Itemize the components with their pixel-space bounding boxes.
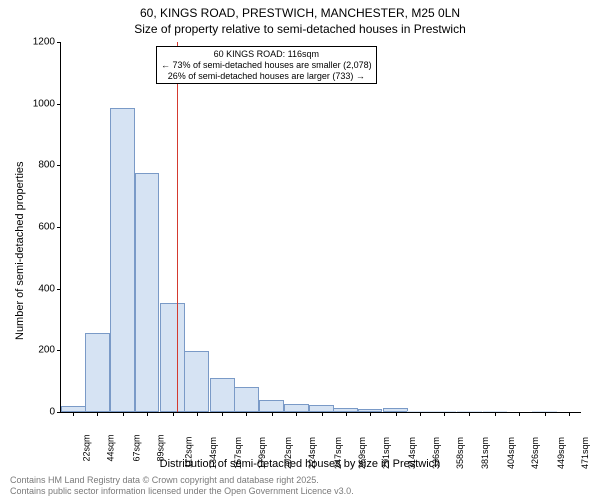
plot-area: 02004006008001000120022sqm44sqm67sqm89sq… [60,42,581,413]
x-tick-mark [173,412,174,416]
histogram-bar [184,351,209,412]
histogram-bar [160,303,185,412]
x-tick-mark [420,412,421,416]
x-tick-mark [272,412,273,416]
annotation-line-1: 60 KINGS ROAD: 116sqm [161,49,372,60]
x-tick-mark [444,412,445,416]
chart-container: 60, KINGS ROAD, PRESTWICH, MANCHESTER, M… [0,0,600,500]
x-tick-mark [469,412,470,416]
y-tick-mark [57,412,61,413]
x-tick-mark [370,412,371,416]
x-tick-mark [147,412,148,416]
y-axis-label: Number of semi-detached properties [14,161,26,340]
chart-title-main: 60, KINGS ROAD, PRESTWICH, MANCHESTER, M… [0,6,600,20]
y-tick-mark [57,104,61,105]
chart-title-sub: Size of property relative to semi-detach… [0,22,600,36]
footer-line-2: Contains public sector information licen… [10,486,354,497]
histogram-bar [259,400,284,412]
x-tick-mark [73,412,74,416]
x-tick-mark [346,412,347,416]
x-tick-mark [545,412,546,416]
x-tick-mark [519,412,520,416]
histogram-bar [210,378,235,412]
x-tick-mark [97,412,98,416]
x-tick-mark [396,412,397,416]
x-tick-mark [197,412,198,416]
x-tick-mark [495,412,496,416]
histogram-bar [284,404,309,412]
y-tick-mark [57,227,61,228]
histogram-bar [85,333,110,412]
footer-attribution: Contains HM Land Registry data © Crown c… [10,475,354,497]
y-tick-mark [57,165,61,166]
histogram-bar [110,108,135,412]
footer-line-1: Contains HM Land Registry data © Crown c… [10,475,354,486]
x-tick-mark [246,412,247,416]
histogram-bar [234,387,259,412]
x-tick-mark [222,412,223,416]
annotation-line-2: ← 73% of semi-detached houses are smalle… [161,60,372,71]
x-tick-mark [322,412,323,416]
y-tick-mark [57,350,61,351]
reference-line [177,42,178,412]
histogram-bar [309,405,334,412]
y-tick-mark [57,289,61,290]
x-tick-mark [296,412,297,416]
x-tick-mark [569,412,570,416]
y-tick-mark [57,42,61,43]
x-axis-label: Distribution of semi-detached houses by … [0,458,600,470]
histogram-bar [135,173,160,412]
annotation-box: 60 KINGS ROAD: 116sqm ← 73% of semi-deta… [156,46,377,84]
x-tick-mark [123,412,124,416]
annotation-line-3: 26% of semi-detached houses are larger (… [161,71,372,82]
